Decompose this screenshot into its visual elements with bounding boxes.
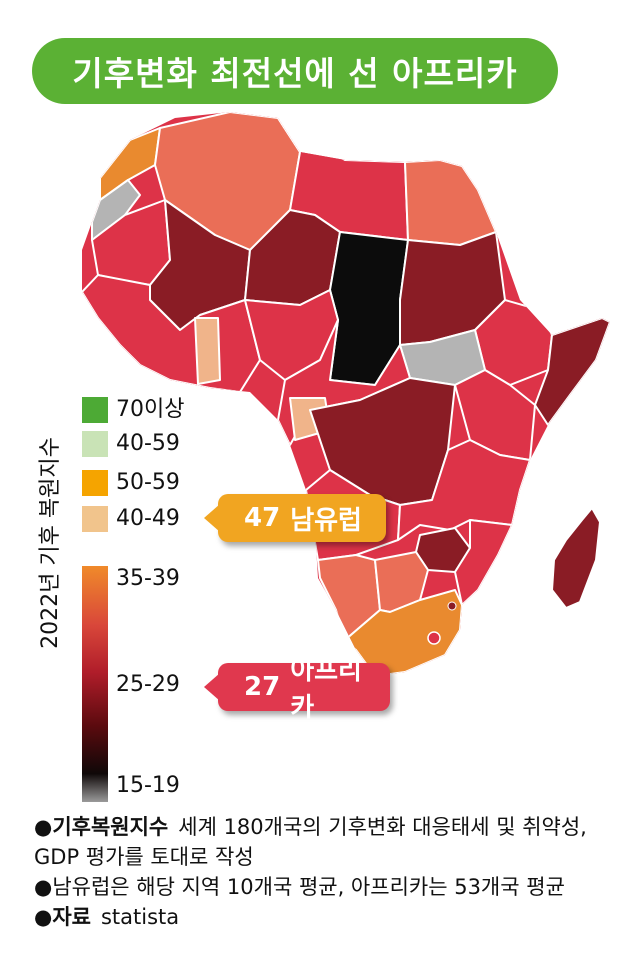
region-eswatini xyxy=(447,601,457,611)
callout-south-europe-value: 47 xyxy=(244,503,281,533)
note-source-title: ●자료 xyxy=(34,905,91,929)
legend-gradient-label-low: 15-19 xyxy=(116,773,180,798)
legend-swatch-1 xyxy=(82,397,108,423)
legend-label-3: 50-59 xyxy=(116,470,180,495)
region-lesotho xyxy=(427,631,441,645)
legend-swatch-3 xyxy=(82,470,108,496)
legend-swatch-4 xyxy=(82,506,108,532)
legend-gradient-label-mid: 25-29 xyxy=(116,672,180,697)
legend-swatch-2 xyxy=(82,431,108,457)
page-title: 기후변화 최전선에 선 아프리카 xyxy=(32,38,558,104)
legend-title: 2022년 기후 복원지수 xyxy=(38,436,63,649)
legend-label-2: 40-59 xyxy=(116,431,180,456)
callout-africa: 27 아프리카 xyxy=(204,656,390,723)
region-mozambique xyxy=(454,519,513,606)
note-index-title: ●기후복원지수 xyxy=(34,815,169,839)
region-madagascar xyxy=(550,506,602,610)
region-ghana xyxy=(194,317,221,385)
callout-africa-label: 아프리카 xyxy=(290,656,362,723)
note-regional-average: ●남유럽은 해당 지역 10개국 평균, 아프리카는 53개국 평균 xyxy=(34,875,565,899)
legend-gradient-label-high: 35-39 xyxy=(116,566,180,591)
legend-label-4: 40-49 xyxy=(116,506,180,531)
note-source-text: statista xyxy=(100,905,180,929)
region-somalia xyxy=(534,317,610,426)
note-source: ●자료 statista xyxy=(34,902,624,932)
region-egypt xyxy=(404,159,497,246)
region-tanzania-zambia xyxy=(397,439,531,541)
footnotes: ●기후복원지수 세계 180개국의 기후변화 대응태세 및 취약성, GDP 평가… xyxy=(34,812,624,932)
callout-africa-value: 27 xyxy=(244,672,281,702)
note-index-text: 세계 180개국의 기후변화 대응태세 및 취약성, GDP 평가를 토대로 작… xyxy=(34,815,587,869)
legend-label-1: 70이상 xyxy=(116,397,185,422)
note-index-definition: ●기후복원지수 세계 180개국의 기후변화 대응태세 및 취약성, GDP 평가… xyxy=(34,812,624,872)
legend-gradient-bar xyxy=(82,566,108,802)
callout-south-europe-label: 남유럽 xyxy=(290,505,362,536)
callout-south-europe: 47 남유럽 xyxy=(204,494,386,542)
